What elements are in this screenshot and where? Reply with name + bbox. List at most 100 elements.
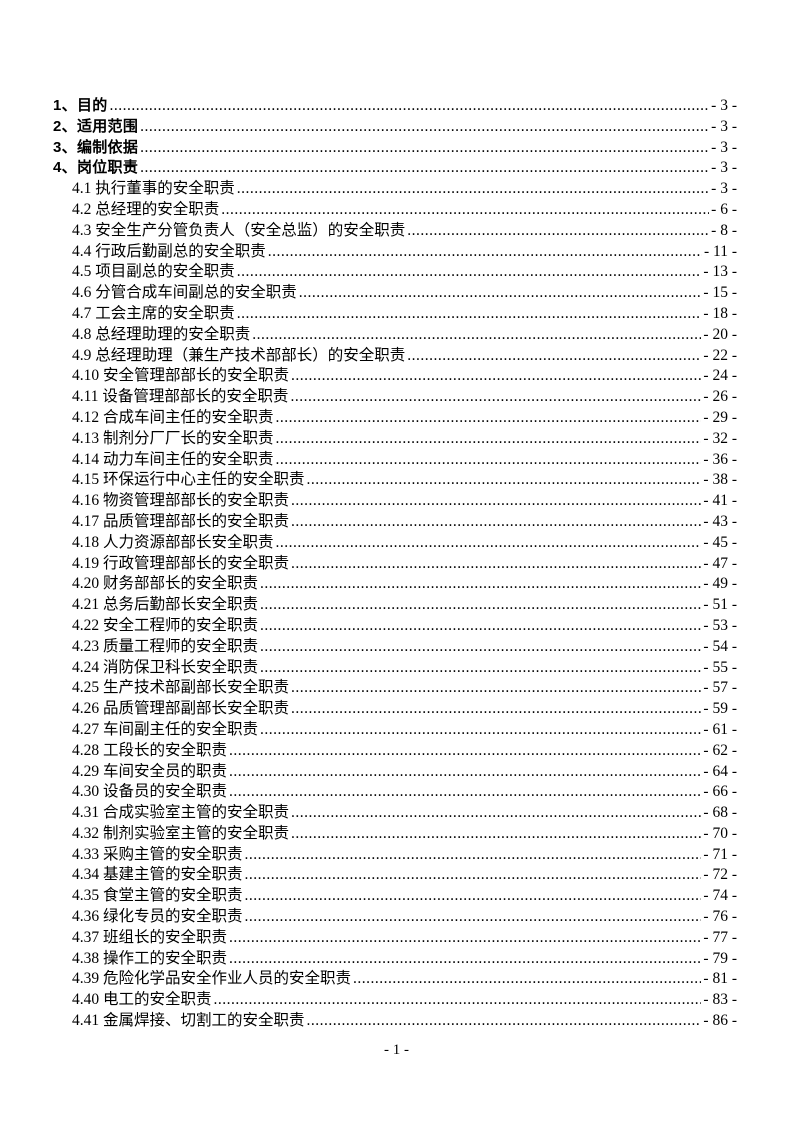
toc-leader-dots (245, 907, 702, 928)
toc-entry-label: 4.7 工会主席的安全职责 (72, 304, 235, 322)
toc-entry[interactable]: 4.35 食堂主管的安全职责 - 74 - (53, 886, 737, 907)
toc-leader-dots (290, 387, 701, 408)
toc-entry-page-number: - 54 - (703, 637, 737, 655)
toc-entry-page-number: - 6 - (711, 200, 737, 218)
toc-entry-page-number: - 86 - (703, 1012, 737, 1030)
toc-leader-dots (260, 720, 701, 741)
toc-entry[interactable]: 4.9 总经理助理（兼生产技术部部长）的安全职责 - 22 - (53, 346, 737, 367)
toc-entry[interactable]: 4.40 电工的安全职责 - 83 - (53, 990, 737, 1011)
toc-entry-label: 4.16 物资管理部部长的安全职责 (72, 492, 290, 510)
toc-leader-dots (307, 1011, 702, 1032)
toc-entry-label: 4.11 设备管理部部长的安全职责 (72, 388, 289, 406)
toc-entry-label: 4.28 工段长的安全职责 (72, 741, 228, 759)
toc-entry[interactable]: 1、目的 - 3 - (53, 96, 737, 117)
toc-entry-page-number: - 15 - (703, 284, 737, 302)
toc-entry-label: 4.5 项目副总的安全职责 (72, 263, 235, 281)
toc-entry-label: 4.19 行政管理部部长的安全职责 (72, 554, 290, 572)
toc-entry[interactable]: 4.4 行政后勤副总的安全职责 - 11 - (53, 242, 737, 263)
toc-entry-page-number: - 59 - (703, 700, 737, 718)
toc-entry[interactable]: 3、编制依据 - 3 - (53, 138, 737, 159)
toc-entry[interactable]: 4.17 品质管理部部长的安全职责 - 43 - (53, 512, 737, 533)
toc-entry-label: 4.25 生产技术部副部长安全职责 (72, 679, 290, 697)
toc-entry[interactable]: 4.28 工段长的安全职责 - 62 - (53, 741, 737, 762)
toc-entry-page-number: - 76 - (703, 908, 737, 926)
toc-entry-page-number: - 77 - (703, 928, 737, 946)
toc-entry[interactable]: 4.10 安全管理部部长的安全职责 - 24 - (53, 366, 737, 387)
toc-entry[interactable]: 4.29 车间安全员的职责 - 64 - (53, 762, 737, 783)
toc-leader-dots (260, 658, 701, 679)
toc-entry-page-number: - 70 - (703, 824, 737, 842)
toc-entry[interactable]: 4.24 消防保卫科长安全职责 - 55 - (53, 658, 737, 679)
toc-entry[interactable]: 2、适用范围 - 3 - (53, 117, 737, 138)
toc-entry-page-number: - 72 - (703, 866, 737, 884)
toc-entry-label: 4.12 合成车间主任的安全职责 (72, 408, 274, 426)
toc-entry[interactable]: 4.22 安全工程师的安全职责 - 53 - (53, 616, 737, 637)
toc-entry[interactable]: 4.6 分管合成车间副总的安全职责 - 15 - (53, 283, 737, 304)
toc-entry-label: 4.41 金属焊接、切割工的安全职责 (72, 1012, 305, 1030)
toc-entry-page-number: - 41 - (703, 492, 737, 510)
toc-entry[interactable]: 4.33 采购主管的安全职责 - 71 - (53, 845, 737, 866)
toc-entry[interactable]: 4.11 设备管理部部长的安全职责 - 26 - (53, 387, 737, 408)
toc-leader-dots (299, 283, 702, 304)
toc-leader-dots (291, 678, 701, 699)
toc-leader-dots (229, 782, 701, 803)
toc-entry[interactable]: 4.3 安全生产分管负责人（安全总监）的安全职责 - 8 - (53, 221, 737, 242)
toc-entry[interactable]: 4.20 财务部部长的安全职责 - 49 - (53, 574, 737, 595)
toc-entry[interactable]: 4.7 工会主席的安全职责 - 18 - (53, 304, 737, 325)
toc-entry[interactable]: 4.14 动力车间主任的安全职责 - 36 - (53, 450, 737, 471)
toc-entry[interactable]: 4.25 生产技术部副部长安全职责 - 57 - (53, 678, 737, 699)
toc-entry[interactable]: 4.8 总经理助理的安全职责 - 20 - (53, 325, 737, 346)
toc-entry[interactable]: 4.39 危险化学品安全作业人员的安全职责 - 81 - (53, 969, 737, 990)
toc-entry-page-number: - 83 - (703, 991, 737, 1009)
toc-entry-page-number: - 53 - (703, 616, 737, 634)
toc-entry-page-number: - 71 - (703, 845, 737, 863)
toc-entry-label: 4.39 危险化学品安全作业人员的安全职责 (72, 970, 352, 988)
page-footer: - 1 - (0, 1041, 793, 1059)
toc-entry-label: 4.27 车间副主任的安全职责 (72, 720, 259, 738)
toc-entry-page-number: - 47 - (703, 554, 737, 572)
toc-leader-dots (110, 96, 710, 117)
toc-entry-label: 4.2 总经理的安全职责 (72, 200, 220, 218)
toc-entry[interactable]: 4.26 品质管理部副部长安全职责 - 59 - (53, 699, 737, 720)
toc-entry[interactable]: 4.16 物资管理部部长的安全职责 - 41 - (53, 491, 737, 512)
toc-entry-page-number: - 3 - (711, 159, 737, 177)
toc-entry[interactable]: 4.23 质量工程师的安全职责 - 54 - (53, 637, 737, 658)
toc-entry-label: 4.6 分管合成车间副总的安全职责 (72, 284, 297, 302)
toc-leader-dots (276, 429, 702, 450)
toc-entry-label: 4.21 总务后勤部长安全职责 (72, 596, 259, 614)
toc-entry[interactable]: 4.27 车间副主任的安全职责 - 61 - (53, 720, 737, 741)
toc-entry[interactable]: 4.38 操作工的安全职责 - 79 - (53, 949, 737, 970)
toc-entry-page-number: - 62 - (703, 741, 737, 759)
toc-entry[interactable]: 4.36 绿化专员的安全职责 - 76 - (53, 907, 737, 928)
toc-entry[interactable]: 4.37 班组长的安全职责 - 77 - (53, 928, 737, 949)
toc-entry-page-number: - 32 - (703, 429, 737, 447)
toc-entry[interactable]: 4.15 环保运行中心主任的安全职责 - 38 - (53, 470, 737, 491)
toc-leader-dots (291, 699, 701, 720)
toc-entry-page-number: - 11 - (704, 242, 737, 260)
toc-entry[interactable]: 4.18 人力资源部部长安全职责 - 45 - (53, 533, 737, 554)
toc-entry[interactable]: 4.5 项目副总的安全职责 - 13 - (53, 262, 737, 283)
toc-leader-dots (252, 325, 701, 346)
toc-entry[interactable]: 4.1 执行董事的安全职责 - 3 - (53, 179, 737, 200)
toc-entry[interactable]: 4.13 制剂分厂厂长的安全职责 - 32 - (53, 429, 737, 450)
toc-entry[interactable]: 4.12 合成车间主任的安全职责 - 29 - (53, 408, 737, 429)
toc-entry[interactable]: 4.41 金属焊接、切割工的安全职责 - 86 - (53, 1011, 737, 1032)
toc-leader-dots (237, 179, 709, 200)
toc-entry[interactable]: 4.21 总务后勤部长安全职责 - 51 - (53, 595, 737, 616)
toc-entry[interactable]: 4.34 基建主管的安全职责 - 72 - (53, 865, 737, 886)
toc-entry-label: 4.38 操作工的安全职责 (72, 949, 228, 967)
toc-entry[interactable]: 4、岗位职责 - 3 - (53, 158, 737, 179)
toc-entry[interactable]: 4.19 行政管理部部长的安全职责 - 47 - (53, 554, 737, 575)
toc-entry-label: 4.29 车间安全员的职责 (72, 762, 228, 780)
toc-entry-page-number: - 26 - (703, 388, 737, 406)
toc-entry[interactable]: 4.30 设备员的安全职责 - 66 - (53, 782, 737, 803)
toc-entry-label: 4、岗位职责 (53, 159, 139, 177)
toc-leader-dots (291, 803, 701, 824)
toc-leader-dots (245, 845, 702, 866)
toc-entry-page-number: - 38 - (703, 471, 737, 489)
toc-entry-page-number: - 64 - (703, 762, 737, 780)
toc-leader-dots (229, 928, 701, 949)
toc-entry[interactable]: 4.32 制剂实验室主管的安全职责 - 70 - (53, 824, 737, 845)
toc-entry[interactable]: 4.2 总经理的安全职责 - 6 - (53, 200, 737, 221)
toc-entry[interactable]: 4.31 合成实验室主管的安全职责 - 68 - (53, 803, 737, 824)
